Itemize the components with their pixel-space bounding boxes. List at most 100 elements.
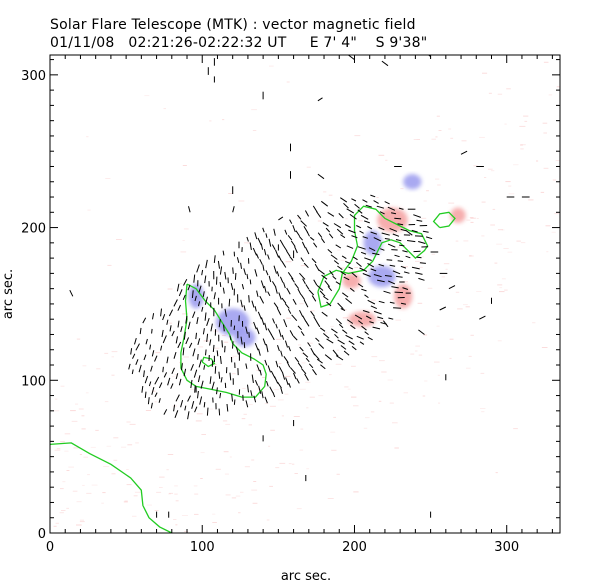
field-vector bbox=[379, 211, 385, 215]
field-vector bbox=[151, 386, 155, 395]
noise-speck bbox=[487, 168, 493, 170]
field-vector bbox=[326, 301, 332, 307]
field-vector bbox=[254, 306, 257, 312]
field-vector bbox=[276, 271, 280, 277]
noise-speck bbox=[421, 217, 427, 219]
noise-speck bbox=[73, 447, 80, 449]
noise-speck bbox=[269, 65, 274, 67]
noise-speck bbox=[60, 441, 65, 443]
noise-speck bbox=[403, 392, 408, 394]
field-vector bbox=[278, 255, 283, 262]
field-vector bbox=[185, 316, 188, 324]
noise-speck bbox=[468, 355, 472, 357]
noise-speck bbox=[56, 448, 61, 450]
noise-speck bbox=[513, 428, 518, 430]
field-vector bbox=[169, 325, 172, 332]
field-vector bbox=[180, 399, 184, 408]
noise-speck bbox=[306, 407, 309, 409]
noise-speck bbox=[198, 346, 204, 348]
field-vectors bbox=[69, 55, 530, 518]
noise-speck bbox=[113, 459, 118, 461]
field-vector bbox=[232, 267, 234, 274]
field-vector bbox=[373, 237, 382, 242]
noise-speck bbox=[235, 495, 241, 497]
noise-speck bbox=[284, 393, 289, 395]
field-vector bbox=[162, 366, 164, 373]
field-vector bbox=[267, 328, 272, 335]
field-vector bbox=[301, 368, 307, 375]
noise-speck bbox=[351, 365, 356, 367]
field-vector bbox=[393, 307, 402, 309]
field-vector bbox=[299, 346, 304, 352]
field-vector bbox=[365, 315, 372, 320]
field-vector bbox=[349, 213, 357, 220]
field-vector bbox=[193, 369, 198, 378]
field-vector bbox=[343, 202, 349, 209]
field-vector bbox=[291, 314, 298, 322]
noise-speck bbox=[449, 357, 452, 359]
noise-speck bbox=[499, 287, 503, 289]
field-vector bbox=[320, 238, 326, 244]
field-vector bbox=[206, 317, 210, 326]
field-vector bbox=[198, 359, 202, 368]
field-vector bbox=[280, 387, 283, 394]
noise-speck bbox=[434, 361, 440, 363]
noise-speck bbox=[476, 218, 479, 219]
field-vector bbox=[327, 211, 335, 217]
field-vector bbox=[407, 240, 416, 243]
noise-speck bbox=[520, 242, 526, 244]
noise-speck bbox=[410, 353, 415, 355]
noise-speck bbox=[426, 190, 429, 192]
noise-speck bbox=[55, 522, 59, 524]
field-vector bbox=[313, 279, 318, 286]
noise-speck bbox=[354, 135, 361, 137]
field-vector bbox=[139, 327, 142, 335]
noise-speck bbox=[423, 200, 427, 202]
field-vector bbox=[182, 347, 185, 356]
field-vector bbox=[362, 199, 368, 203]
noise-speck bbox=[238, 512, 241, 514]
field-vector bbox=[210, 323, 213, 332]
field-vector bbox=[338, 323, 344, 329]
field-vector bbox=[149, 344, 152, 350]
noise-speck bbox=[182, 165, 187, 166]
noise-speck bbox=[496, 243, 503, 245]
field-vector bbox=[328, 233, 334, 239]
field-vector bbox=[204, 296, 208, 305]
noise-speck bbox=[107, 264, 112, 266]
field-vector bbox=[315, 337, 320, 342]
field-vector bbox=[264, 322, 268, 331]
field-vector bbox=[261, 391, 264, 399]
field-vector bbox=[185, 337, 190, 345]
noise-speck bbox=[469, 255, 472, 257]
noise-speck bbox=[443, 263, 450, 265]
field-vector bbox=[362, 310, 370, 313]
field-vector bbox=[398, 207, 404, 210]
field-vector bbox=[346, 245, 354, 249]
field-vector bbox=[197, 338, 201, 346]
field-vector bbox=[356, 225, 362, 229]
noise-speck bbox=[269, 405, 276, 407]
field-vector bbox=[403, 271, 410, 274]
field-vector bbox=[326, 338, 334, 344]
noise-speck bbox=[419, 266, 423, 268]
noise-speck bbox=[441, 276, 445, 278]
noise-speck bbox=[503, 248, 509, 249]
noise-speck bbox=[340, 267, 345, 269]
field-vector bbox=[264, 396, 268, 404]
noise-speck bbox=[488, 92, 492, 94]
field-vector bbox=[288, 345, 291, 352]
noise-speck bbox=[194, 493, 199, 495]
field-vector bbox=[405, 230, 413, 236]
field-vector bbox=[378, 300, 385, 304]
noise-speck bbox=[351, 396, 357, 398]
noise-speck bbox=[508, 193, 515, 195]
field-vector bbox=[283, 356, 289, 363]
field-vector bbox=[204, 275, 207, 284]
field-vector bbox=[427, 55, 431, 57]
field-vector bbox=[187, 284, 191, 291]
field-vector bbox=[275, 360, 279, 368]
noise-speck bbox=[171, 376, 175, 378]
noise-speck bbox=[344, 386, 349, 388]
x-tick-label: 100 bbox=[190, 540, 215, 555]
